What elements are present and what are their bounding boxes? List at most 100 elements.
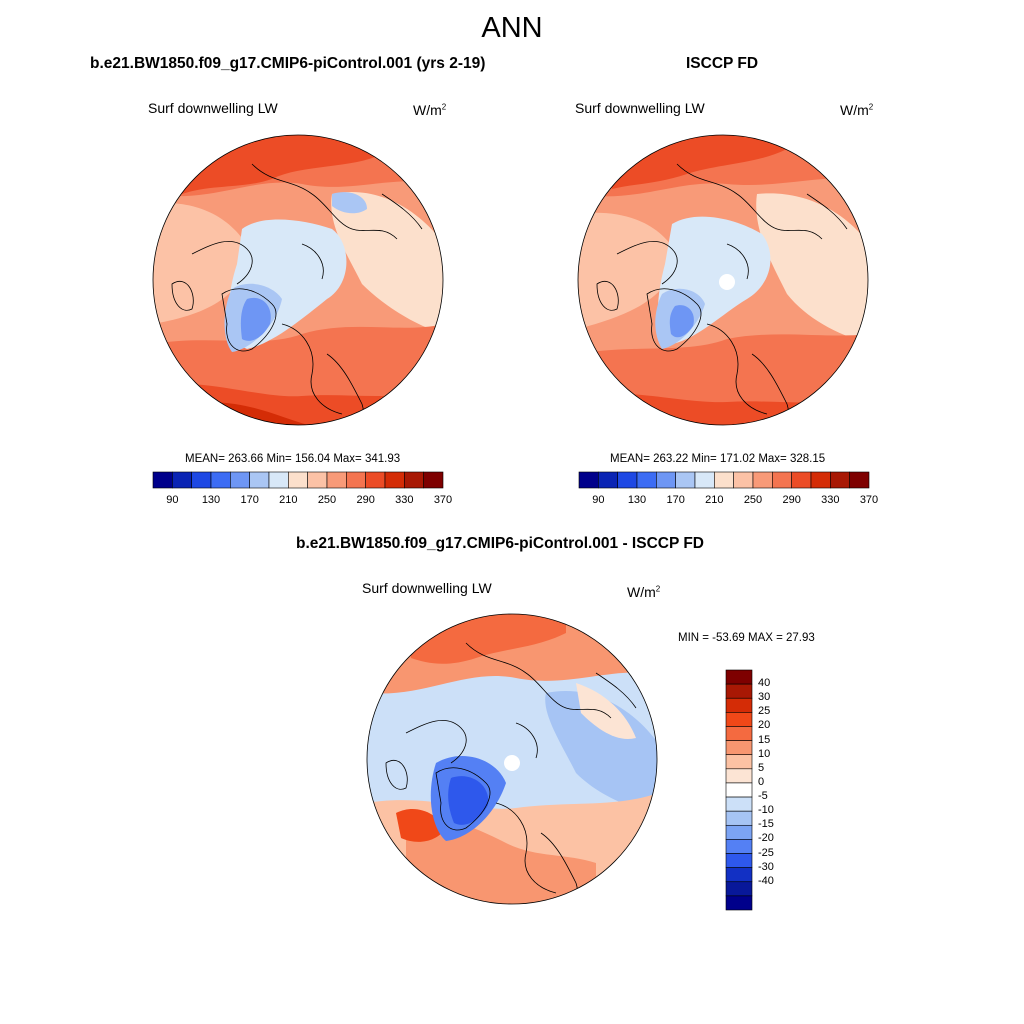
panel-diff-variable: Surf downwelling LW <box>362 580 492 596</box>
panel-diff-colorbar-box <box>725 669 753 685</box>
panel-obs-case-title: ISCCP FD <box>686 55 759 72</box>
panel-model-colorbar-tick-label: 330 <box>395 494 414 506</box>
panel-model-colorbar-tick-label: 90 <box>166 494 179 506</box>
map-pole-hole <box>504 755 520 771</box>
panel-diff-colorbar-box <box>725 810 753 826</box>
panel-diff-colorbar-box <box>725 683 753 699</box>
panel-model-units: W/m2 <box>413 102 447 118</box>
panel-obs-colorbar-box <box>694 471 715 489</box>
panel-obs-colorbar-box <box>675 471 696 489</box>
panel-diff-colorbar-box <box>725 712 753 727</box>
panel-diff-colorbar-tick-label: 10 <box>758 747 771 760</box>
panel-obs-colorbar-tick-label: 290 <box>782 494 801 506</box>
panel-obs-colorbar-box <box>733 471 754 489</box>
panel-model-colorbar-box <box>210 471 231 489</box>
map-fill-left-peach <box>578 212 677 329</box>
panel-obs-colorbar-tick-label: 250 <box>743 494 763 506</box>
map-fill-pacific-patch <box>332 192 367 214</box>
panel-model-colorbar-tick-label: 250 <box>317 494 337 506</box>
panel-obs-colorbar-box <box>714 471 734 489</box>
panel-model-colorbar-box <box>404 471 424 489</box>
panel-diff-colorbar-box <box>725 839 753 854</box>
panel-diff-colorbar-ticks: 40 30 25 20 15 10 5 0 -5 -10 -15 -20 -25 -30 -40 <box>758 670 798 910</box>
panel-model-colorbar-ticks: 90 130 170 210 250 290 330 370 <box>153 494 452 508</box>
panel-diff-colorbar-box <box>725 824 753 840</box>
panel-diff-stats: MIN = -53.69 MAX = 27.93 <box>678 632 815 644</box>
panel-obs-colorbar-tick-label: 90 <box>592 494 605 506</box>
panel-model-stats: MEAN= 263.66 Min= 156.04 Max= 341.93 <box>185 453 401 465</box>
panel-diff-colorbar-tick-label: 40 <box>758 677 771 690</box>
panel-model-colorbar-box <box>326 471 347 489</box>
panel-diff-colorbar-tick-label: -15 <box>758 818 774 831</box>
panel-obs-colorbar-ticks: 90 130 170 210 250 290 330 370 <box>579 494 878 508</box>
panel-obs-colorbar-tick-label: 210 <box>705 494 724 506</box>
map-fill-pacific-peach <box>576 683 636 739</box>
panel-obs-colorbar-box <box>830 471 850 489</box>
panel-obs-colorbar-box <box>810 471 831 489</box>
panel-model-colorbar-box <box>346 471 366 489</box>
panel-diff-colorbar-tick-label: -20 <box>758 832 774 845</box>
panel-diff-units: W/m2 <box>627 584 661 600</box>
map-border <box>577 134 869 426</box>
panel-obs-colorbar-box <box>636 471 657 489</box>
panel-obs-colorbar-tick-label: 170 <box>666 494 685 506</box>
map-border <box>366 613 658 905</box>
panel-diff-colorbar-tick-label: 5 <box>758 761 765 774</box>
panel-diff-colorbar-tick-label: 20 <box>758 719 771 732</box>
panel-obs-colorbar-box <box>752 471 773 489</box>
panel-diff-colorbar-box <box>725 782 753 798</box>
map-pole-hole <box>719 274 735 290</box>
panel-model-colorbar-tick-label: 370 <box>433 494 453 506</box>
panel-diff-colorbar-box <box>725 867 753 883</box>
panel-obs-colorbar-box <box>849 471 870 489</box>
panel-model-colorbar-box <box>152 471 173 489</box>
panel-diff-colorbar-tick-label: -5 <box>758 790 768 803</box>
panel-diff-colorbar <box>725 669 753 911</box>
panel-obs-colorbar-box <box>598 471 618 489</box>
panel-diff-case-title: b.e21.BW1850.f09_g17.CMIP6-piControl.001… <box>296 535 704 552</box>
panel-diff-colorbar-tick-label: -40 <box>758 874 774 887</box>
panel-obs-map <box>577 134 869 426</box>
panel-model-colorbar-box <box>172 471 192 489</box>
panel-model-variable: Surf downwelling LW <box>148 100 278 116</box>
panel-model-colorbar-box <box>423 471 444 489</box>
panel-model-colorbar-box <box>384 471 405 489</box>
map-fill-left-peach <box>153 203 252 324</box>
panel-diff-colorbar-box <box>725 754 753 770</box>
map-fill-right-blue <box>545 691 657 813</box>
panel-diff-colorbar-box <box>725 881 753 897</box>
panel-model-colorbar-box <box>307 471 328 489</box>
panel-model-map <box>152 134 444 426</box>
panel-diff-map <box>366 613 658 905</box>
panel-obs-colorbar-box <box>791 471 812 489</box>
panel-model-colorbar-tick-label: 170 <box>240 494 259 506</box>
map-fill-bottom-red <box>406 819 596 904</box>
panel-obs-variable: Surf downwelling LW <box>575 100 705 116</box>
map-fill-greenland-core <box>240 297 271 341</box>
panel-model-colorbar-tick-label: 290 <box>356 494 375 506</box>
figure-title: ANN <box>481 12 543 44</box>
panel-obs-colorbar-box <box>617 471 638 489</box>
panel-model-colorbar <box>152 471 444 489</box>
panel-diff-colorbar-tick-label: 30 <box>758 691 771 704</box>
map-fill-right-peach <box>756 193 868 344</box>
panel-model-case-title: b.e21.BW1850.f09_g17.CMIP6-piControl.001… <box>90 55 486 72</box>
panel-model-colorbar-tick-label: 210 <box>279 494 298 506</box>
panel-diff-colorbar-box <box>725 796 753 812</box>
panel-model-colorbar-box <box>268 471 289 489</box>
panel-diff-colorbar-box <box>725 697 753 713</box>
map-fill-greenland-core <box>669 305 694 338</box>
panel-obs-colorbar-tick-label: 130 <box>627 494 647 506</box>
panel-model-colorbar-box <box>365 471 386 489</box>
panel-obs-colorbar-tick-label: 330 <box>821 494 840 506</box>
panel-diff-colorbar-tick-label: 15 <box>758 733 771 746</box>
panel-obs-stats: MEAN= 263.22 Min= 171.02 Max= 328.15 <box>610 453 826 465</box>
panel-model-colorbar-box <box>230 471 250 489</box>
panel-diff-colorbar-box <box>725 853 753 868</box>
map-border <box>152 134 444 426</box>
panel-diff-colorbar-box <box>725 740 753 756</box>
panel-diff-colorbar-box <box>725 895 753 911</box>
map-fill-greenland-core <box>448 776 489 825</box>
panel-model-colorbar-box <box>288 471 308 489</box>
panel-diff-colorbar-tick-label: -10 <box>758 804 774 817</box>
